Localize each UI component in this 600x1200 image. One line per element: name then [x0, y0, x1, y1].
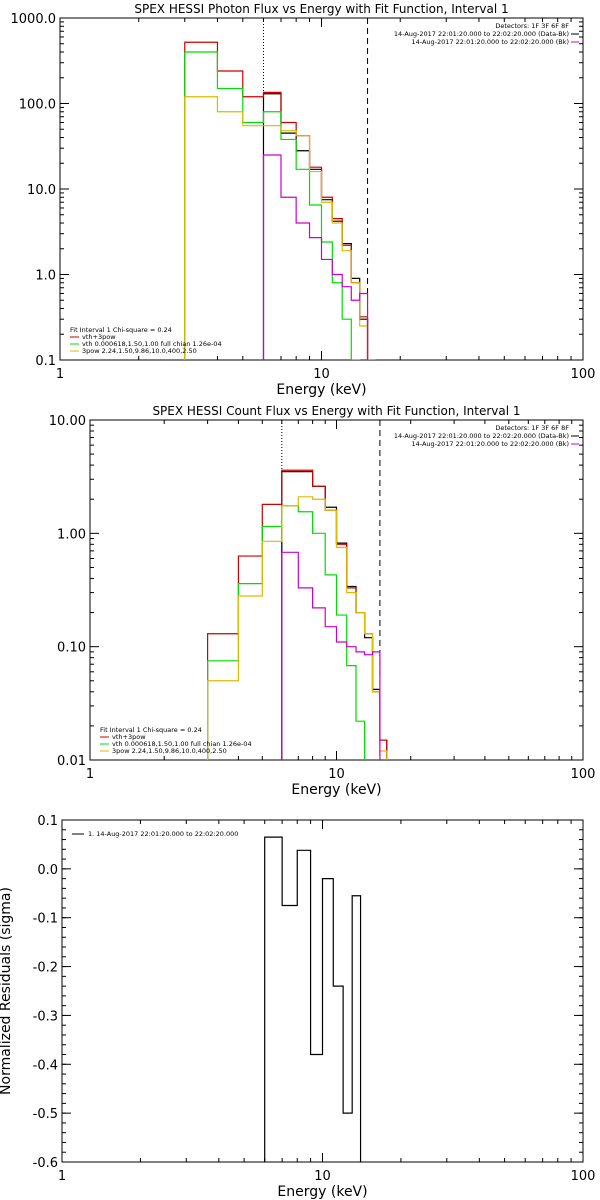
legend-title: Fit Interval 1 Chi-square = 0.24 — [70, 326, 172, 334]
series-line — [184, 41, 376, 360]
y-tick-label: -0.1 — [33, 912, 58, 927]
y-tick-label: 0.0 — [37, 863, 58, 878]
series-line — [207, 469, 388, 760]
series-line — [207, 505, 366, 760]
y-tick-label: 0.01 — [57, 754, 86, 769]
y-tick-label: 1000.0 — [11, 12, 57, 27]
series-line — [184, 51, 361, 360]
x-tick-label: 10 — [313, 367, 330, 382]
y-tick-label: -0.6 — [33, 1156, 58, 1171]
legend-entry: vth+3pow — [112, 733, 146, 741]
chart-title: SPEX HESSI Count Flux vs Energy with Fit… — [152, 404, 520, 418]
header-line: 14-Aug-2017 22:01:20.000 to 22:02:20.000… — [394, 432, 569, 440]
header-line: 14-Aug-2017 22:01:20.000 to 22:02:20.000… — [394, 30, 569, 38]
x-tick-label: 1 — [86, 767, 94, 782]
x-tick-label: 10 — [314, 1169, 331, 1184]
series-line — [207, 496, 388, 760]
y-tick-label: 10.0 — [27, 183, 56, 198]
y-tick-label: 1.00 — [57, 527, 86, 542]
y-tick-label: 100.0 — [19, 98, 56, 113]
header-line: 14-Aug-2017 22:01:20.000 to 22:02:20.000… — [412, 38, 569, 46]
legend-title: Fit Interval 1 Chi-square = 0.24 — [100, 726, 202, 734]
header-line: Detectors: 1F 3F 6F 8F — [495, 22, 569, 30]
legend-entry: vth 0.000618,1.50,1.00 full chian 1.26e-… — [112, 740, 252, 748]
y-tick-label: 0.1 — [35, 354, 56, 369]
x-axis-label: Energy (keV) — [276, 382, 366, 398]
legend-entry: 1. 14-Aug-2017 22:01:20.000 to 22:02:20.… — [88, 830, 238, 838]
series-line — [281, 551, 381, 760]
legend-entry: 3pow 2.24,1.50,9.86,10.0,400,2.50 — [112, 747, 227, 755]
header-line: 14-Aug-2017 22:01:20.000 to 22:02:20.000… — [412, 440, 569, 448]
header-line: Detectors: 1F 3F 6F 8F — [495, 424, 569, 432]
x-tick-label: 10 — [328, 767, 345, 782]
x-tick-label: 1 — [58, 1169, 66, 1184]
series-line — [184, 96, 376, 360]
x-tick-label: 100 — [571, 767, 596, 782]
chart-title: SPEX HESSI Photon Flux vs Energy with Fi… — [134, 2, 508, 16]
legend-entry: 3pow 2.24,1.50,9.86,10.0,400,2.50 — [82, 347, 197, 355]
y-tick-label: 0.1 — [37, 814, 58, 829]
x-tick-label: 100 — [571, 1169, 596, 1184]
legend-entry: vth+3pow — [82, 333, 116, 341]
legend-entry: vth 0.000618,1.50,1.00 full chian 1.26e-… — [82, 340, 222, 348]
x-tick-label: 1 — [56, 367, 64, 382]
series-line — [262, 93, 376, 360]
y-tick-label: 0.10 — [57, 641, 86, 656]
series-line — [281, 471, 388, 760]
y-tick-label: 1.0 — [35, 269, 56, 284]
y-tick-label: -0.2 — [33, 961, 58, 976]
y-tick-label: -0.3 — [33, 1009, 58, 1024]
series-line — [262, 154, 369, 360]
x-tick-label: 100 — [571, 367, 596, 382]
x-axis-label: Energy (keV) — [277, 1184, 367, 1200]
y-tick-label: -0.4 — [33, 1058, 58, 1073]
series-line — [264, 836, 362, 1162]
y-tick-label: -0.5 — [33, 1107, 58, 1122]
y-tick-label: 10.00 — [49, 414, 86, 429]
y-axis-label: Normalized Residuals (sigma) — [0, 887, 14, 1095]
x-axis-label: Energy (keV) — [291, 782, 381, 798]
